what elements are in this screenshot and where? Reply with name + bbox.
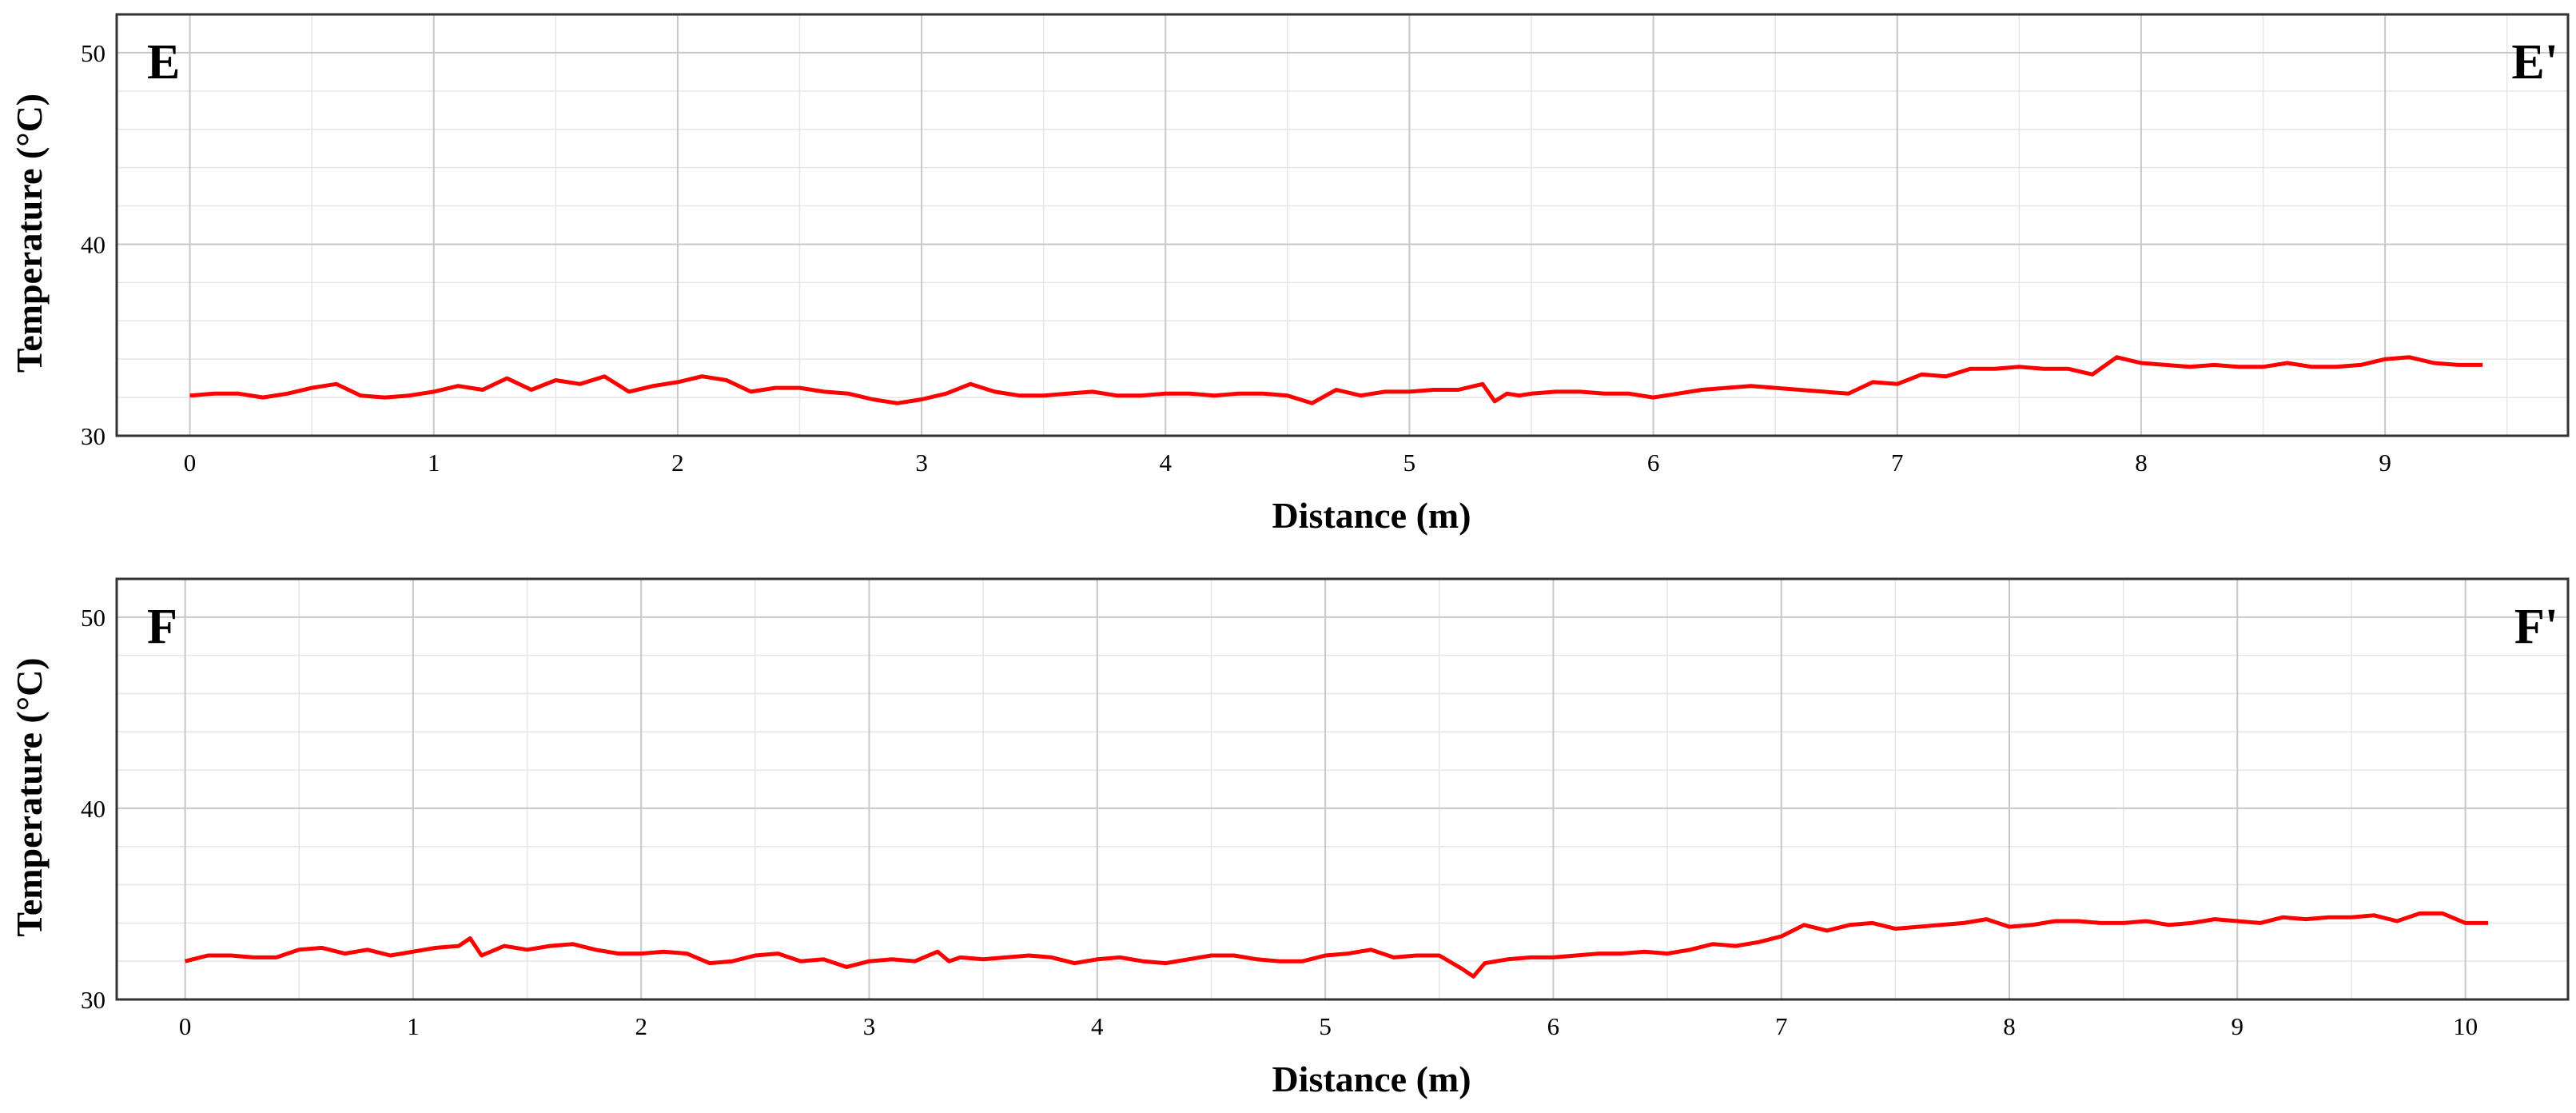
plot-frame bbox=[115, 577, 2570, 1001]
x-tick-label: 0 bbox=[184, 449, 197, 477]
x-tick-label: 1 bbox=[428, 449, 440, 477]
y-axis-title: Temperature (°C) bbox=[9, 657, 50, 936]
x-tick-label: 6 bbox=[1647, 449, 1660, 477]
x-tick-label: 7 bbox=[1891, 449, 1904, 477]
grid-minor bbox=[117, 14, 2568, 436]
y-tick-label: 40 bbox=[81, 795, 106, 823]
chart-panel-f: 0 1 2 3 4 5 6 7 8 9 10 30 40 50 F F' Distance (m) Te… bbox=[9, 577, 2570, 1099]
temperature-line-f bbox=[184, 911, 2489, 979]
y-tick-label: 50 bbox=[81, 39, 106, 67]
x-tick-label: 8 bbox=[2135, 449, 2148, 477]
grid-major bbox=[117, 14, 2568, 436]
x-tick-label: 7 bbox=[1775, 1012, 1788, 1040]
x-tick-labels: 0 1 2 3 4 5 6 7 8 9 10 bbox=[179, 1012, 2478, 1040]
x-tick-label: 10 bbox=[2453, 1012, 2478, 1040]
x-tick-label: 3 bbox=[915, 449, 928, 477]
section-end-label: F' bbox=[2514, 600, 2558, 654]
plot-frame bbox=[115, 13, 2570, 437]
x-tick-label: 0 bbox=[179, 1012, 192, 1040]
x-tick-label: 9 bbox=[2232, 1012, 2244, 1040]
section-start-label: F bbox=[147, 600, 177, 654]
y-tick-label: 50 bbox=[81, 604, 106, 632]
x-tick-label: 5 bbox=[1319, 1012, 1332, 1040]
x-tick-label: 6 bbox=[1547, 1012, 1560, 1040]
y-axis-title: Temperature (°C) bbox=[9, 94, 50, 373]
section-start-label: E bbox=[147, 35, 180, 90]
grid-major bbox=[117, 579, 2568, 999]
x-tick-label: 9 bbox=[2379, 449, 2391, 477]
x-tick-label: 4 bbox=[1159, 449, 1172, 477]
x-tick-label: 2 bbox=[671, 449, 684, 477]
y-tick-label: 30 bbox=[81, 422, 106, 450]
y-tick-labels: 30 40 50 bbox=[81, 39, 106, 450]
x-tick-label: 1 bbox=[407, 1012, 420, 1040]
y-tick-label: 40 bbox=[81, 230, 106, 258]
chart-panel-e: 0 1 2 3 4 5 6 7 8 9 30 40 50 E E' Distance (m) Temp… bbox=[9, 13, 2570, 536]
x-tick-label: 5 bbox=[1403, 449, 1416, 477]
x-tick-label: 3 bbox=[863, 1012, 876, 1040]
x-tick-label: 8 bbox=[2003, 1012, 2016, 1040]
x-axis-title: Distance (m) bbox=[1272, 1059, 1471, 1099]
section-end-label: E' bbox=[2511, 35, 2558, 90]
x-tick-labels: 0 1 2 3 4 5 6 7 8 9 bbox=[184, 449, 2391, 477]
x-axis-title: Distance (m) bbox=[1272, 495, 1471, 536]
x-tick-label: 4 bbox=[1091, 1012, 1104, 1040]
temperature-line-e bbox=[189, 355, 2483, 405]
x-tick-label: 2 bbox=[635, 1012, 647, 1040]
grid-minor bbox=[117, 579, 2568, 999]
y-tick-label: 30 bbox=[81, 986, 106, 1014]
y-tick-labels: 30 40 50 bbox=[81, 604, 106, 1014]
